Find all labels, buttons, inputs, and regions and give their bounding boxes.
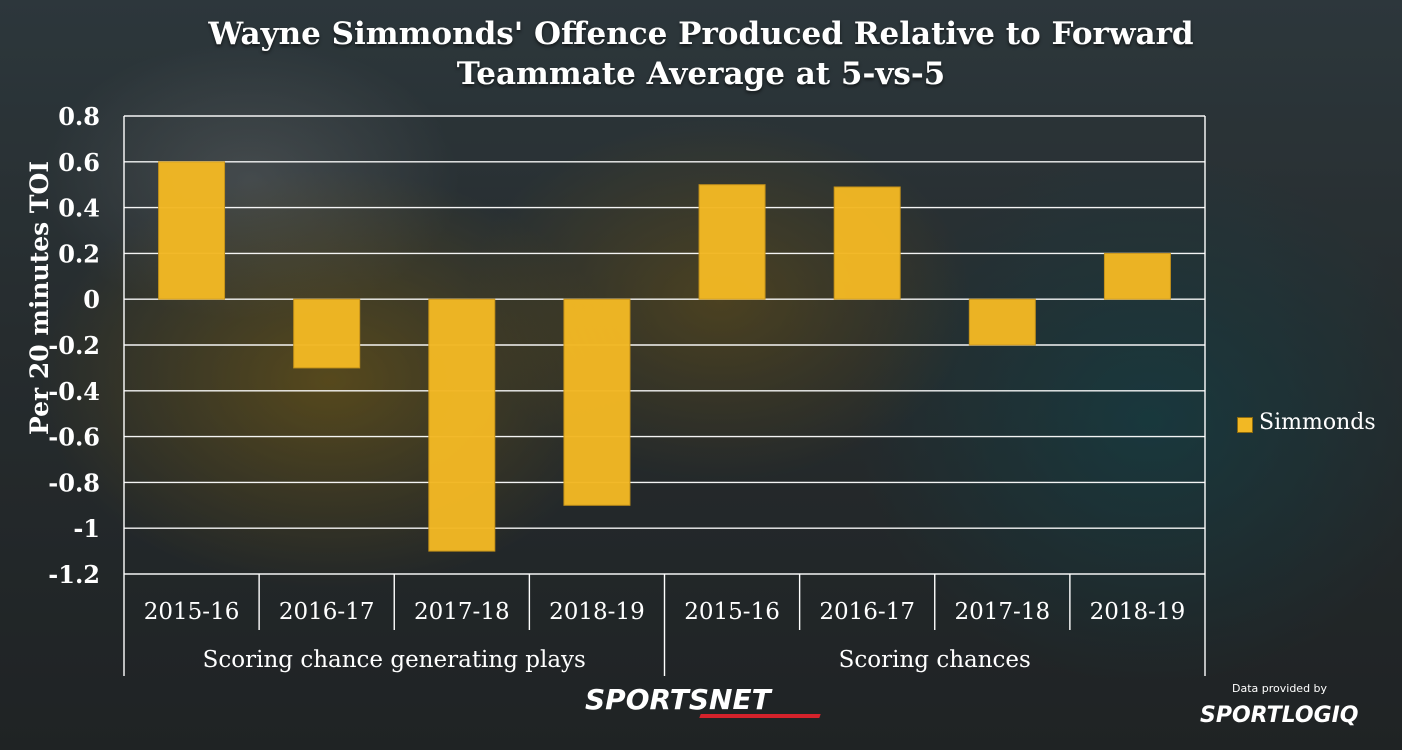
x-tick-label: 2016-17 (279, 599, 375, 625)
bar (563, 298, 631, 506)
x-group-label: Scoring chance generating plays (203, 647, 586, 673)
x-tick-label: 2015-16 (684, 599, 780, 625)
y-tick-label: -0.8 (48, 468, 100, 497)
y-tick-label: 0.4 (58, 194, 100, 223)
y-tick-label: -0.4 (48, 377, 100, 406)
y-axis-ticks: 0.8 0.6 0.4 0.2 0 -0.2 -0.4 -0.6 -0.8 -1 -1.2 (48, 102, 100, 589)
sportsnet-logo: SPORTSNET (585, 683, 771, 716)
legend-label: Simmonds (1259, 410, 1376, 435)
legend-swatch (1237, 416, 1253, 433)
y-tick-label: 0.8 (58, 102, 100, 131)
x-tick-label: 2018-19 (1090, 599, 1186, 625)
x-tick-label: 2017-18 (955, 599, 1051, 625)
chart-title-line-2: Teammate Average at 5-vs-5 (456, 56, 946, 92)
x-axis: 2015-16 2016-17 2017-18 2018-19 2015-16 2016-… (123, 574, 1206, 676)
y-tick-label: 0 (83, 285, 100, 314)
x-tick-label: 2018-19 (549, 599, 645, 625)
bar (968, 298, 1036, 346)
y-tick-label: -1 (73, 514, 100, 543)
y-tick-label: -1.2 (48, 560, 100, 589)
bar (158, 161, 226, 300)
y-tick-label: 0.6 (58, 148, 100, 177)
bar (293, 298, 361, 369)
x-tick-label: 2017-18 (414, 599, 510, 625)
bars (158, 161, 1171, 552)
legend: Simmonds (1237, 410, 1376, 435)
y-tick-label: 0.2 (58, 239, 100, 268)
chart-title-line-1: Wayne Simmonds' Offence Produced Relativ… (208, 16, 1194, 52)
bar (698, 184, 766, 300)
sportlogiq-logo: SPORTLOGIQ (1200, 703, 1359, 728)
x-tick-label: 2015-16 (144, 599, 240, 625)
data-credit-label: Data provided by (1232, 682, 1328, 695)
sportsnet-logo-underline (699, 714, 821, 718)
y-tick-label: -0.6 (48, 423, 100, 452)
x-group-label: Scoring chances (839, 647, 1031, 673)
bar (833, 186, 901, 300)
x-tick-label: 2016-17 (819, 599, 915, 625)
chart-title: Wayne Simmonds' Offence Produced Relativ… (0, 14, 1402, 94)
bar (1103, 252, 1171, 300)
y-tick-label: -0.2 (48, 331, 100, 360)
gridlines (123, 115, 1206, 575)
y-axis-label: Per 20 minutes TOI (25, 161, 54, 435)
bar (428, 298, 496, 552)
